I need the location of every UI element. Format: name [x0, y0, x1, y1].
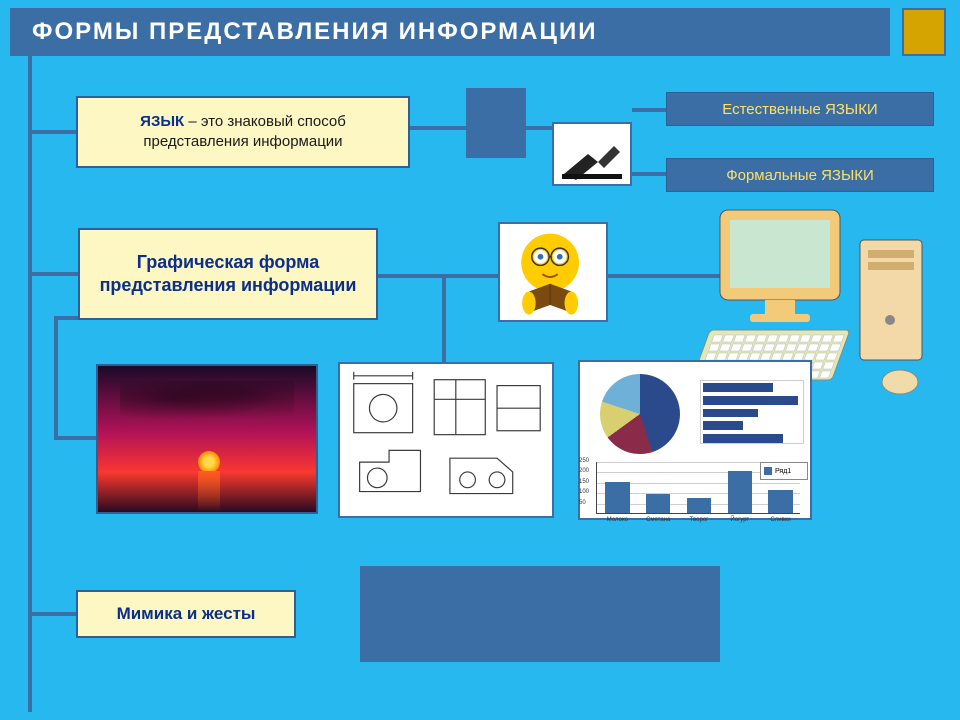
connector-3 [28, 612, 76, 616]
charts-panel: 50100150200250МолокоСметанаТворогЙогуртС… [578, 360, 812, 520]
language-definition-box: ЯЗЫК – это знаковый способ представления… [76, 96, 410, 168]
connector-10 [54, 316, 78, 320]
gesture-glyph-bar [360, 566, 720, 662]
reading-emoji-icon [498, 222, 608, 322]
technical-drawing [338, 362, 554, 518]
natural-languages-pill[interactable]: Естественные ЯЗЫКИ [666, 92, 934, 126]
pie-chart [600, 374, 680, 454]
book-icon [466, 88, 526, 158]
header-bar: ФОРМЫ ПРЕДСТАВЛЕНИЯ ИНФОРМАЦИИ [10, 8, 890, 56]
page-title: ФОРМЫ ПРЕДСТАВЛЕНИЯ ИНФОРМАЦИИ [32, 18, 597, 46]
connector-1 [28, 130, 76, 134]
connector-12 [442, 274, 446, 362]
language-term: ЯЗЫК [140, 113, 184, 130]
writing-hand-icon [552, 122, 632, 186]
mimic-gestures-box: Мимика и жесты [76, 590, 296, 638]
legend-label: Ряд1 [775, 468, 791, 475]
connector-6 [632, 108, 666, 112]
connector-9 [54, 316, 58, 440]
connector-5 [526, 126, 552, 130]
chart-legend: Ряд1 [760, 462, 808, 480]
corner-button[interactable] [902, 8, 946, 56]
formal-languages-pill[interactable]: Формальные ЯЗЫКИ [666, 158, 934, 192]
connector-7 [632, 172, 666, 176]
connector-4 [408, 126, 466, 130]
horizontal-bar-chart [700, 380, 804, 444]
connector-8 [54, 436, 96, 440]
sunset-photo [96, 364, 318, 514]
connector-2 [28, 272, 78, 276]
connector-11 [376, 274, 498, 278]
graphic-form-box: Графическая форма представления информац… [78, 228, 378, 320]
